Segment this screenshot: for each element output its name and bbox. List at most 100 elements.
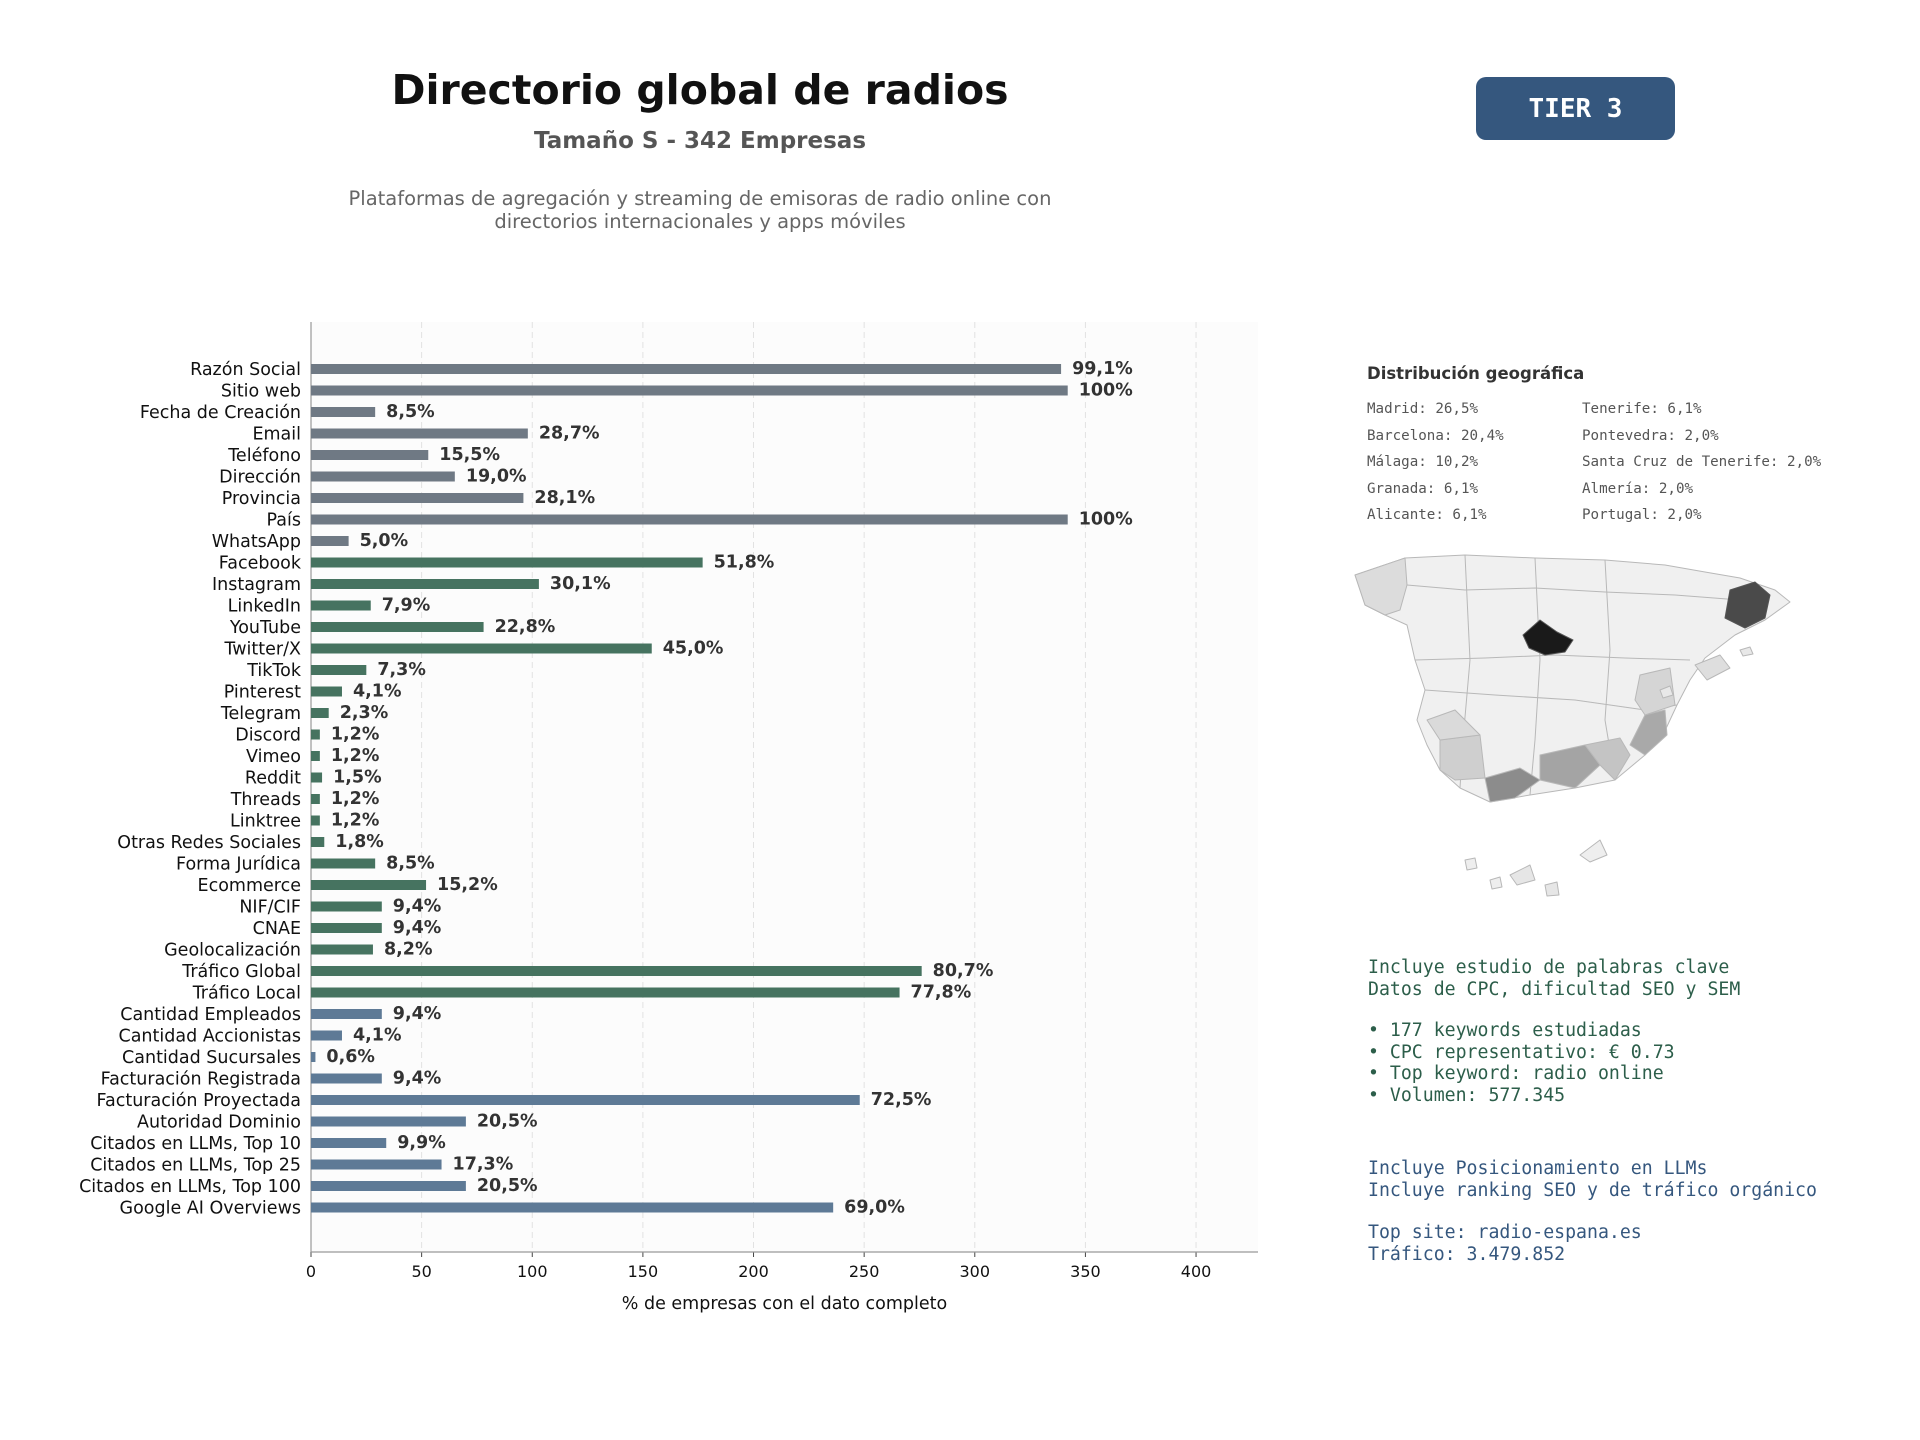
geo-item: Tenerife: 6,1% [1582, 401, 1702, 417]
bar [311, 966, 922, 976]
region-madrid [1522, 619, 1574, 656]
bar [311, 1159, 442, 1170]
region-almeria [1584, 737, 1631, 781]
category-label: Geolocalización [164, 941, 301, 961]
bullet-cpc: • CPC representativo: € 0.73 [1368, 1041, 1675, 1063]
category-label: LinkedIn [228, 597, 301, 617]
region-granada [1539, 744, 1601, 789]
description-line-1: Plataformas de agregación y streaming de… [348, 187, 1052, 210]
region-sevilla [1439, 734, 1486, 781]
value-label: 9,9% [397, 1133, 446, 1153]
region-malaga [1484, 767, 1541, 803]
category-label: Instagram [212, 575, 301, 595]
value-label: 4,1% [353, 1026, 402, 1046]
canary-islands [1509, 864, 1536, 886]
category-label: Teléfono [227, 446, 301, 466]
value-label: 4,1% [353, 682, 402, 702]
bar [311, 579, 539, 589]
bar [311, 880, 427, 890]
value-label: 20,5% [477, 1176, 538, 1196]
value-label: 69,0% [844, 1198, 905, 1218]
page-description: Plataformas de agregación y streaming de… [300, 187, 1100, 233]
category-label: Tráfico Global [181, 962, 301, 982]
page-title: Directorio global de radios [391, 66, 1009, 114]
bar [311, 1116, 466, 1127]
x-tick-label: 150 [628, 1262, 659, 1281]
bar [311, 643, 652, 654]
category-label: Email [252, 425, 301, 445]
bar [311, 1202, 834, 1213]
bar [311, 493, 524, 503]
category-label: CNAE [253, 919, 301, 939]
geo-item: Alicante: 6,1% [1367, 507, 1487, 523]
value-label: 8,5% [386, 854, 435, 874]
category-label: WhatsApp [212, 532, 301, 552]
bar [311, 450, 429, 460]
bar [311, 1073, 382, 1084]
value-label: 8,2% [384, 940, 433, 960]
bar [311, 428, 528, 439]
category-label: Dirección [219, 468, 301, 488]
bar [311, 708, 329, 718]
category-label: Cantidad Empleados [120, 1005, 301, 1025]
value-label: 7,3% [377, 660, 426, 680]
value-label: 28,1% [534, 488, 595, 508]
region-alicante [1629, 709, 1668, 756]
bar [311, 600, 371, 611]
x-tick-label: 350 [1070, 1262, 1101, 1281]
value-label: 1,5% [333, 768, 382, 788]
geo-item: Madrid: 26,5% [1367, 401, 1479, 417]
value-label: 51,8% [714, 553, 775, 573]
value-label: 7,9% [382, 596, 431, 616]
category-label: NIF/CIF [239, 898, 301, 918]
value-label: 80,7% [933, 961, 994, 981]
bar-chart: 0 50 100 150 200 250 300 350 400 % de empresas co… [79, 322, 1258, 1314]
keywords-info: Incluye estudio de palabras clave Datos d… [1368, 957, 1740, 1000]
bar [311, 1181, 466, 1191]
spain-choropleth-map [1354, 554, 1791, 897]
bar [311, 815, 320, 826]
geo-distribution-list: Madrid: 26,5% Tenerife: 6,1% Barcelona: … [1367, 401, 1920, 525]
llm-line-1: Incluye Posicionamiento en LLMs [1368, 1158, 1708, 1179]
geo-distribution-title: Distribución geográfica [1367, 364, 1585, 383]
geo-item: Barcelona: 20,4% [1367, 427, 1504, 444]
category-label: Otras Redes Sociales [117, 833, 301, 853]
bar [311, 471, 455, 482]
category-label: Google AI Overviews [120, 1199, 301, 1219]
category-label: Autoridad Dominio [137, 1113, 301, 1133]
value-label: 72,5% [871, 1090, 932, 1110]
x-tick-label: 0 [306, 1262, 316, 1281]
value-label: 1,8% [335, 832, 384, 852]
value-label: 5,0% [360, 531, 409, 551]
category-label: Citados en LLMs, Top 10 [90, 1134, 301, 1154]
value-label: 2,3% [340, 703, 389, 723]
bar [311, 385, 1068, 396]
category-label: Reddit [245, 769, 301, 789]
bar [311, 987, 900, 998]
traffic: Tráfico: 3.479.852 [1368, 1243, 1566, 1265]
geo-item: Almería: 2,0% [1582, 480, 1694, 497]
page-subtitle: Tamaño S - 342 Empresas [533, 128, 867, 154]
value-label: 9,4% [393, 1004, 442, 1024]
category-label: Facturación Registrada [101, 1070, 301, 1090]
value-label: 22,8% [495, 617, 556, 637]
bar [311, 923, 382, 933]
x-tick-label: 250 [849, 1262, 880, 1281]
category-label: Discord [235, 726, 301, 746]
category-label: Vimeo [246, 747, 301, 767]
keywords-line-1: Incluye estudio de palabras clave [1368, 957, 1730, 978]
region-barcelona [1724, 581, 1771, 629]
category-label: Threads [230, 790, 301, 810]
bar [311, 622, 484, 632]
category-label: Razón Social [190, 360, 301, 380]
x-tick-label: 200 [738, 1262, 769, 1281]
bar [311, 858, 376, 869]
geo-item: Santa Cruz de Tenerife: 2,0% [1582, 454, 1822, 470]
category-label: Fecha de Creación [140, 403, 301, 423]
value-label: 9,4% [393, 897, 442, 917]
top-site-info: Top site: radio-espana.es Tráfico: 3.479.… [1368, 1222, 1642, 1265]
category-label: Facturación Proyectada [97, 1091, 301, 1111]
bar [311, 837, 325, 847]
bar [311, 665, 367, 675]
geo-item: Granada: 6,1% [1367, 480, 1479, 497]
